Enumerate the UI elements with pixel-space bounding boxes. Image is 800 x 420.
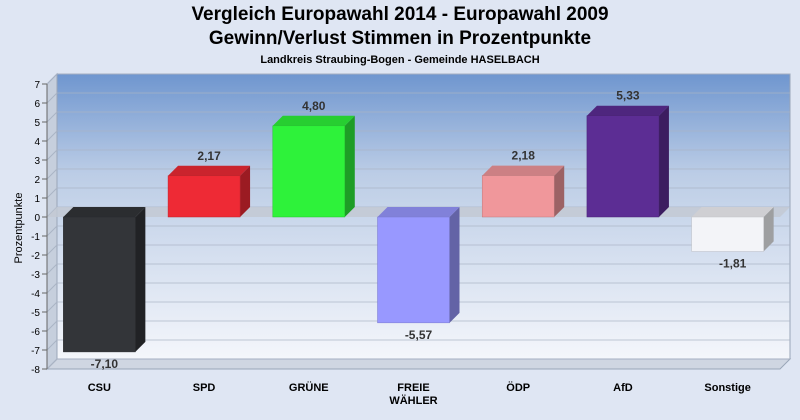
x-tick-label: SPD — [193, 382, 216, 394]
bar-side — [763, 207, 774, 252]
x-tick-label: Sonstige — [704, 382, 750, 394]
bar-top — [482, 165, 565, 176]
data-label: 2,17 — [197, 149, 221, 163]
y-tick-label: 5 — [34, 118, 40, 129]
bar — [586, 115, 660, 218]
y-tick-label: -4 — [31, 289, 40, 300]
y-tick-label: -7 — [31, 346, 40, 357]
bar-side — [658, 105, 669, 217]
bar — [377, 216, 450, 324]
y-axis-label: Prozentpunkte — [13, 193, 25, 264]
data-label: -1,81 — [719, 256, 747, 270]
data-label: 5,33 — [616, 89, 640, 103]
bar — [272, 125, 346, 218]
y-tick-label: 3 — [34, 156, 40, 167]
x-tick-label: FREIE WÄHLER — [389, 382, 437, 407]
y-tick-label: -6 — [31, 327, 40, 338]
bar-top — [168, 165, 251, 176]
x-tick-label: ÖDP — [506, 381, 530, 394]
bar — [63, 216, 136, 353]
bar — [481, 175, 555, 218]
x-tick-label: AfD — [613, 382, 633, 394]
y-tick-label: -8 — [31, 365, 40, 376]
y-tick-label: -1 — [31, 232, 40, 243]
y-tick-label: -5 — [31, 308, 40, 319]
bar-side — [240, 165, 251, 217]
chart-title: Vergleich Europawahl 2014 - Europawahl 2… — [191, 4, 609, 25]
bar-side — [135, 207, 146, 352]
bar — [691, 216, 764, 252]
x-tick-label: GRÜNE — [289, 381, 329, 394]
y-tick-label: 6 — [34, 99, 40, 110]
x-tick-label: CSU — [88, 382, 111, 394]
bar-top — [377, 207, 460, 217]
chart-subtitle: Gewinn/Verlust Stimmen in Prozentpunkte — [208, 28, 592, 49]
data-label: 2,18 — [512, 149, 536, 163]
bar-side — [554, 165, 565, 217]
y-tick-label: 1 — [34, 194, 40, 205]
y-tick-label: 2 — [34, 175, 40, 186]
bar-top — [586, 105, 669, 116]
plot-floor — [45, 358, 792, 370]
chart-caption: Landkreis Straubing-Bogen - Gemeinde HAS… — [260, 54, 540, 66]
bar-top — [272, 115, 355, 126]
y-tick-label: 7 — [34, 80, 40, 91]
bar-side — [344, 115, 355, 217]
bar — [167, 175, 241, 218]
data-label: -5,57 — [405, 328, 433, 342]
data-label: -7,10 — [91, 357, 119, 371]
y-tick-label: -2 — [31, 251, 40, 262]
plot-side-wall — [46, 72, 58, 371]
bar-top — [63, 207, 146, 217]
bar-side — [449, 207, 460, 323]
y-tick-label: 4 — [34, 137, 40, 148]
y-tick-label: 0 — [34, 213, 40, 224]
y-tick-label: -3 — [31, 270, 40, 281]
bar-top — [691, 207, 774, 217]
data-label: 4,80 — [302, 99, 326, 113]
